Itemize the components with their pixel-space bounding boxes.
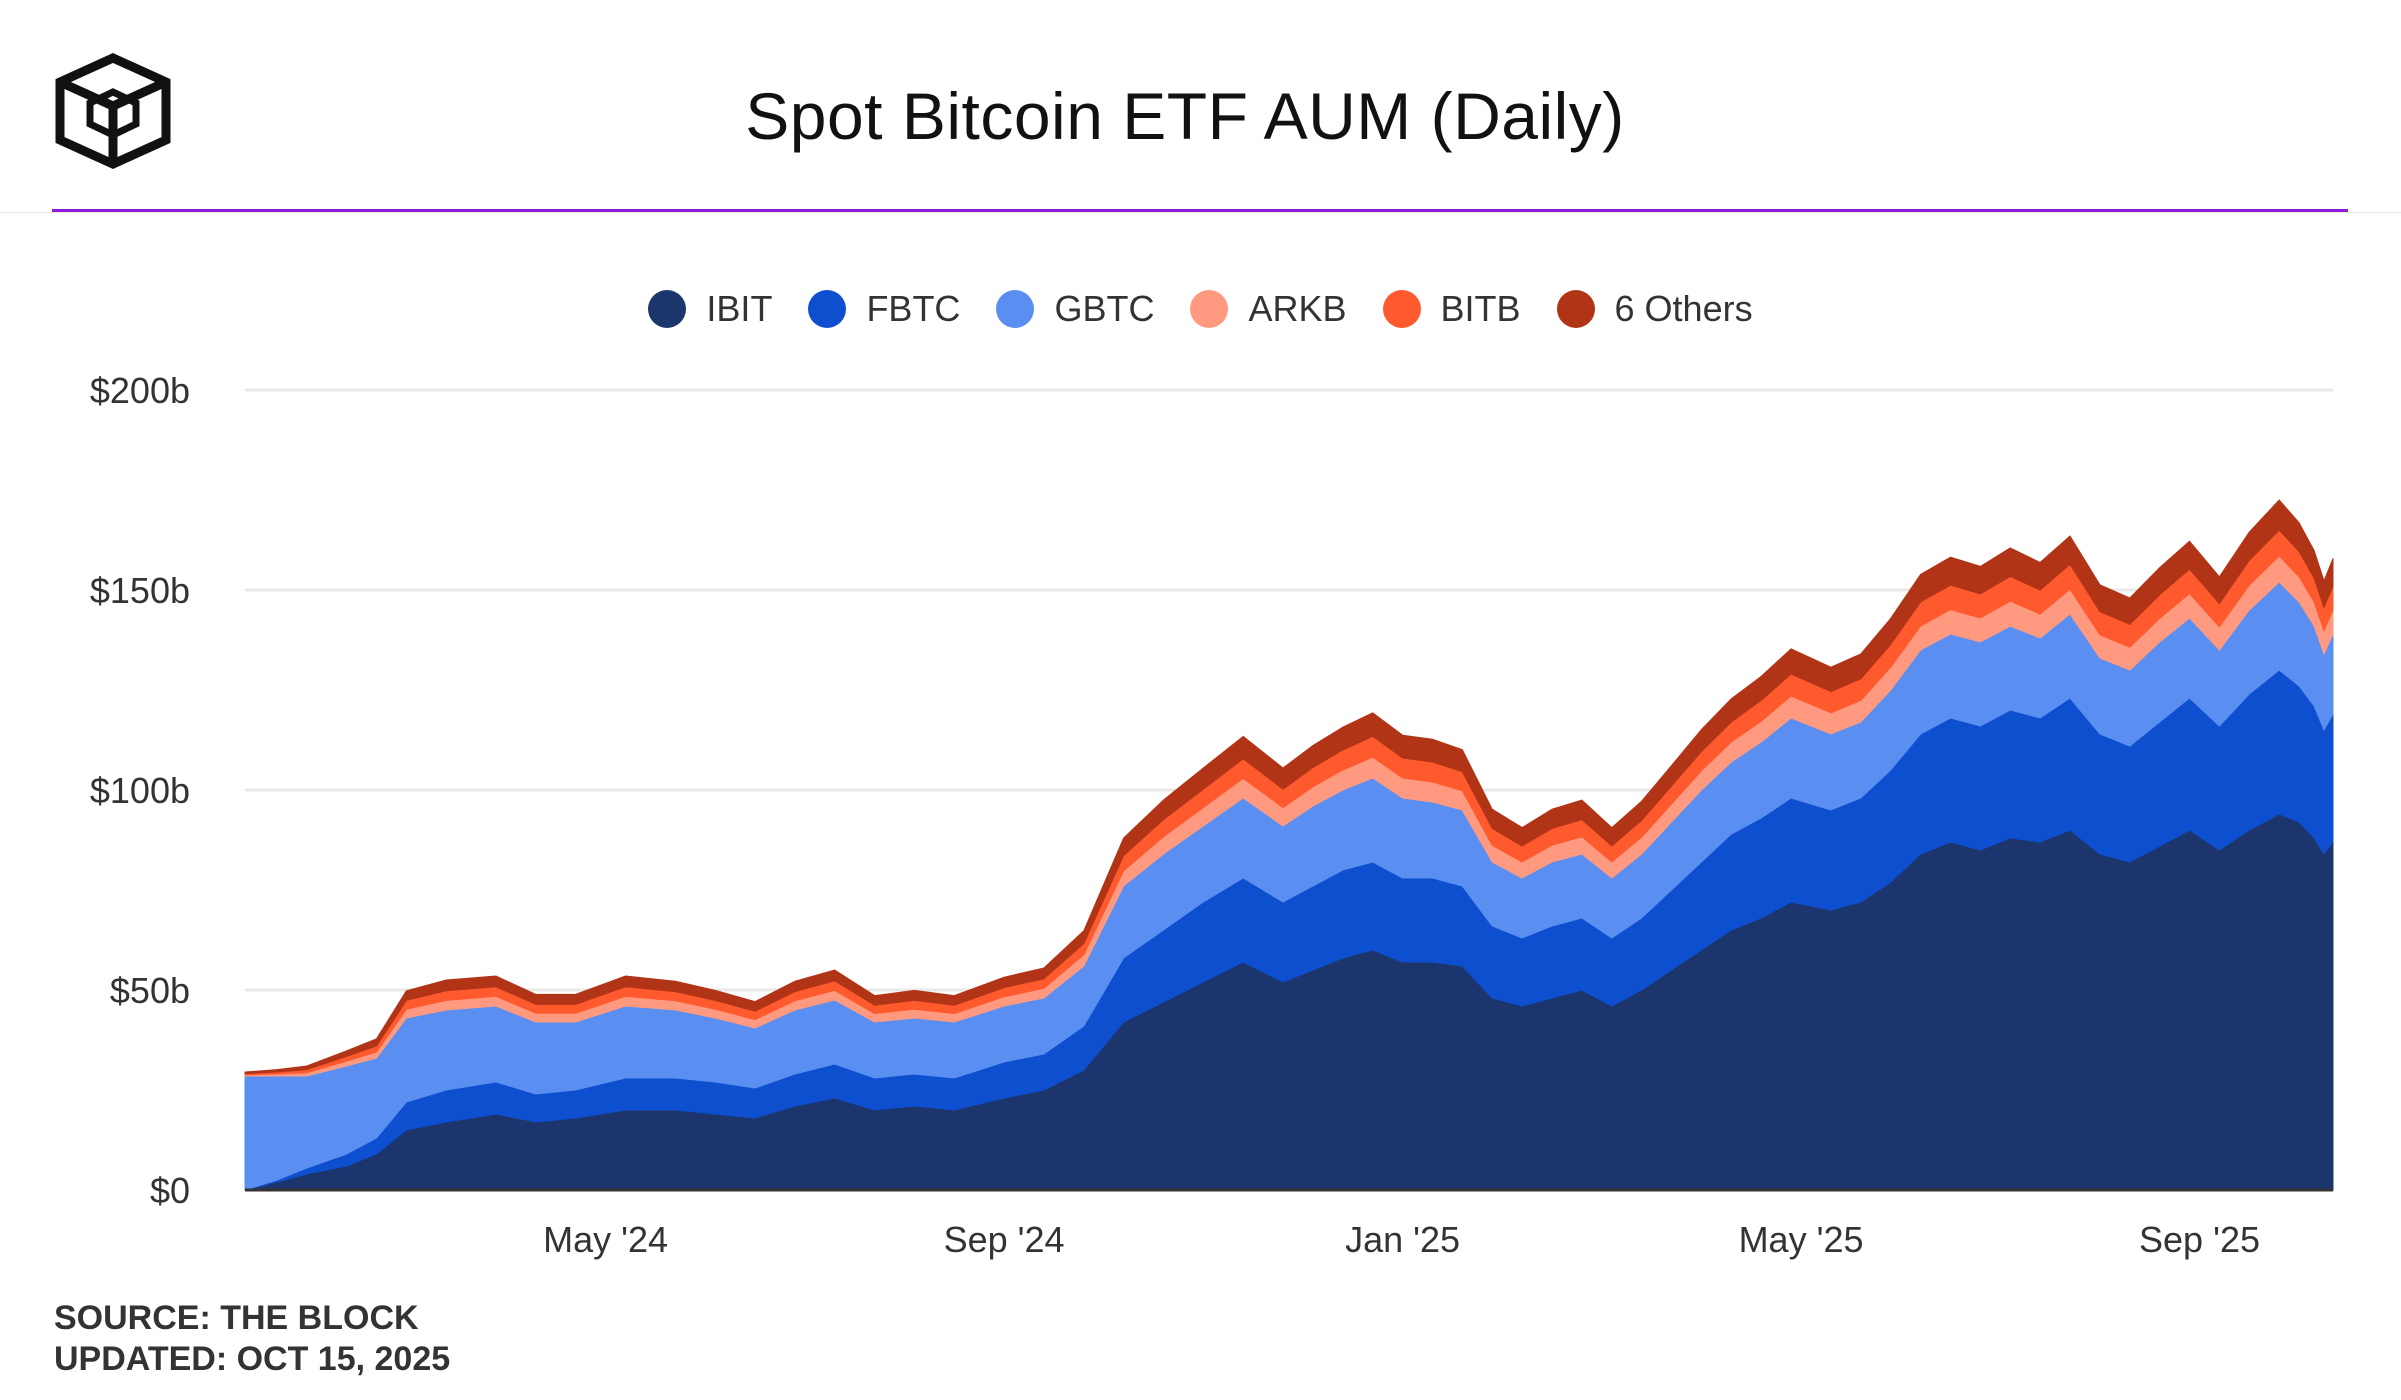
legend-swatch <box>1382 290 1421 328</box>
legend-label: GBTC <box>1054 288 1155 329</box>
chart-legend: IBIT FBTC GBTC ARKB BITB 6 Others <box>0 282 2401 336</box>
y-tick-label: $100b <box>90 770 190 811</box>
header-accent-line <box>52 209 2348 212</box>
legend-swatch <box>808 290 847 328</box>
source-note: SOURCE: THE BLOCK UPDATED: OCT 15, 2025 <box>54 1298 450 1380</box>
chart-title: Spot Bitcoin ETF AUM (Daily) <box>745 79 1625 153</box>
legend-item[interactable]: 6 Others <box>1556 288 1753 330</box>
header-divider <box>0 212 2401 213</box>
x-tick-label: May '25 <box>1739 1219 1864 1260</box>
legend-label: IBIT <box>706 288 773 329</box>
source-text: SOURCE: THE BLOCK <box>54 1299 419 1337</box>
legend-item[interactable]: ARKB <box>1190 288 1347 330</box>
y-tick-label: $50b <box>110 970 190 1011</box>
legend-label: FBTC <box>866 288 961 329</box>
x-tick-label: Jan '25 <box>1345 1219 1460 1260</box>
y-tick-label: $200b <box>90 370 190 411</box>
legend-label: ARKB <box>1248 288 1347 329</box>
y-tick-label: $0 <box>150 1170 190 1211</box>
legend-swatch <box>1556 290 1595 328</box>
legend-item[interactable]: FBTC <box>808 288 960 330</box>
y-tick-label: $150b <box>90 570 190 611</box>
x-tick-label: Sep '25 <box>2139 1219 2260 1260</box>
x-tick-label: Sep '24 <box>944 1219 1065 1260</box>
series-area-6-others[interactable] <box>244 499 2334 1075</box>
x-tick-label: May '24 <box>543 1219 668 1260</box>
the-block-logo-icon <box>55 53 171 169</box>
legend-swatch <box>996 290 1035 328</box>
legend-label: BITB <box>1440 288 1521 329</box>
legend-label: 6 Others <box>1614 288 1753 329</box>
updated-text: UPDATED: OCT 15, 2025 <box>54 1340 451 1378</box>
legend-item[interactable]: BITB <box>1382 288 1521 330</box>
legend-item[interactable]: IBIT <box>648 288 772 330</box>
legend-item[interactable]: GBTC <box>996 288 1154 330</box>
stacked-area-chart: $0 $50b $100b $150b $200b May '24 Sep '24 Jan '… <box>90 370 2334 1260</box>
legend-swatch <box>1190 290 1229 328</box>
legend-swatch <box>648 290 687 328</box>
